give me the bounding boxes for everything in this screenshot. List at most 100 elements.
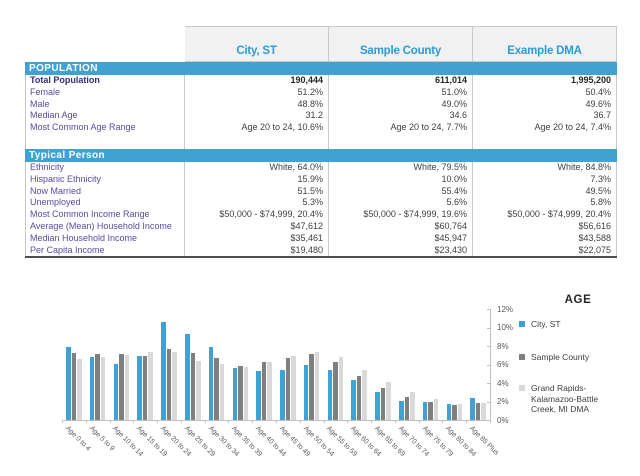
bar-group [62, 346, 86, 420]
x-axis-tick [180, 420, 182, 423]
row-value: 34.6 [329, 110, 473, 123]
gap-cell [185, 133, 329, 149]
row-label: Now Married [25, 185, 185, 198]
bar-sample-county [142, 356, 148, 420]
table-row: Unemployed 5.3% 5.6% 5.8% [25, 197, 617, 210]
section-header-population: POPULATION [25, 62, 617, 75]
row-value: 31.2 [185, 110, 329, 123]
bar-grand-rapids-kalamazoo-battle-creek-mi-dma [433, 398, 439, 420]
bar-grand-rapids-kalamazoo-battle-creek-mi-dma [362, 370, 367, 420]
bar-grand-rapids-kalamazoo-battle-creek-mi-dma [457, 404, 463, 420]
row-value: 49.5% [473, 185, 617, 198]
row-value: $50,000 - $74,999, 20.4% [185, 209, 329, 221]
y-axis-label: 12% [497, 304, 514, 314]
x-axis-tick [85, 420, 87, 423]
legend-label: Grand Rapids-Kalamazoo-Battle Creek, MI … [531, 383, 599, 414]
x-axis-tick [276, 420, 277, 423]
row-value: $43,588 [473, 232, 617, 245]
table-row: Male 48.8% 49.0% 49.6% [25, 98, 617, 111]
row-value: $23,430 [329, 244, 473, 257]
age-chart: AGE Age 0 to 4 Age 5 to 9 Age 10 to 14 Age … [0, 290, 640, 476]
bar-group [347, 370, 371, 420]
y-axis-label: 4% [497, 378, 509, 388]
legend-item: Grand Rapids-Kalamazoo-Battle Creek, MI … [519, 383, 611, 415]
bar-sample-county [166, 348, 172, 420]
y-axis-tick [487, 401, 491, 403]
x-axis-tick [204, 420, 206, 423]
row-value: 48.8% [185, 98, 329, 111]
row-value: $50,000 - $74,999, 20.4% [473, 209, 617, 221]
gap-cell [329, 133, 473, 149]
bar-grand-rapids-kalamazoo-battle-creek-mi-dma [196, 360, 201, 420]
bar-city-st [399, 400, 404, 420]
bar-grand-rapids-kalamazoo-battle-creek-mi-dma [314, 351, 320, 420]
x-axis-tick [157, 420, 159, 423]
x-axis-tick [442, 420, 444, 423]
bar-sample-county [309, 354, 314, 420]
bar-group [205, 346, 229, 420]
row-value: 55.4% [329, 185, 473, 198]
table-row: Median Age 31.2 34.6 36.7 [25, 110, 617, 123]
row-value: $45,947 [329, 232, 473, 245]
legend-label: Sample County [531, 352, 590, 362]
legend-item: City, ST [519, 319, 611, 330]
row-value: $19,480 [185, 244, 329, 257]
row-value: $35,461 [185, 232, 329, 245]
row-value: 10.0% [329, 173, 473, 186]
x-axis-tick [323, 420, 325, 423]
row-label: Per Capita Income [25, 244, 185, 257]
y-axis-label: 0% [497, 415, 509, 425]
row-value: $56,616 [473, 220, 617, 233]
bar-group [466, 397, 490, 420]
bar-city-st [422, 401, 428, 420]
y-axis-tick [487, 309, 491, 310]
table-row: Total Population 190,444 611,014 1,995,200 [25, 75, 617, 87]
bar-city-st [470, 397, 475, 420]
bar-grand-rapids-kalamazoo-battle-creek-mi-dma [481, 403, 486, 420]
row-value: 36.7 [473, 110, 617, 123]
table-row: Per Capita Income $19,480 $23,430 $22,075 [25, 244, 617, 257]
bar-group [110, 354, 134, 420]
column-header-dma: Example DMA [473, 26, 617, 62]
row-value: 49.6% [473, 98, 617, 111]
gap-cell [473, 133, 617, 149]
bar-sample-county [71, 353, 77, 420]
bar-sample-county [333, 361, 338, 420]
x-axis-tick [418, 420, 420, 423]
row-label: Hispanic Ethnicity [25, 173, 185, 186]
legend-swatch [519, 321, 525, 327]
row-value: 190,444 [185, 75, 329, 87]
bar-group [133, 352, 157, 420]
y-axis-label: 6% [497, 360, 509, 369]
bar-group [324, 357, 348, 420]
row-value: $50,000 - $74,999, 19.6% [329, 209, 473, 221]
bar-sample-county [404, 396, 409, 420]
y-axis-tick [487, 346, 491, 347]
table-row: Most Common Age Range Age 20 to 24, 10.6%… [25, 122, 617, 134]
row-label: Female [25, 86, 185, 99]
row-value: 15.9% [185, 173, 329, 186]
bar-city-st [351, 380, 356, 420]
chart-title: AGE [564, 294, 592, 306]
x-axis-tick [466, 420, 468, 423]
bar-grand-rapids-kalamazoo-battle-creek-mi-dma [219, 363, 225, 420]
row-value: $60,764 [329, 220, 473, 233]
bar-grand-rapids-kalamazoo-battle-creek-mi-dma [124, 355, 130, 420]
row-value: 5.3% [185, 197, 329, 210]
row-value: 611,014 [329, 75, 473, 87]
bar-city-st [161, 321, 166, 420]
row-label: Unemployed [25, 197, 185, 210]
bar-group [276, 356, 300, 420]
bar-sample-county [285, 358, 291, 420]
row-label: Average (Mean) Household Income [25, 220, 185, 233]
bar-grand-rapids-kalamazoo-battle-creek-mi-dma [410, 392, 415, 420]
table-row: Hispanic Ethnicity 15.9% 10.0% 7.3% [25, 173, 617, 186]
x-axis-tick [394, 420, 396, 423]
bar-sample-county [380, 387, 386, 420]
x-axis-tick [252, 420, 254, 423]
bar-group [419, 398, 443, 420]
x-axis-tick [62, 420, 63, 423]
row-value: 50.4% [473, 86, 617, 99]
bar-grand-rapids-kalamazoo-battle-creek-mi-dma [77, 358, 82, 420]
bar-city-st [303, 365, 309, 420]
